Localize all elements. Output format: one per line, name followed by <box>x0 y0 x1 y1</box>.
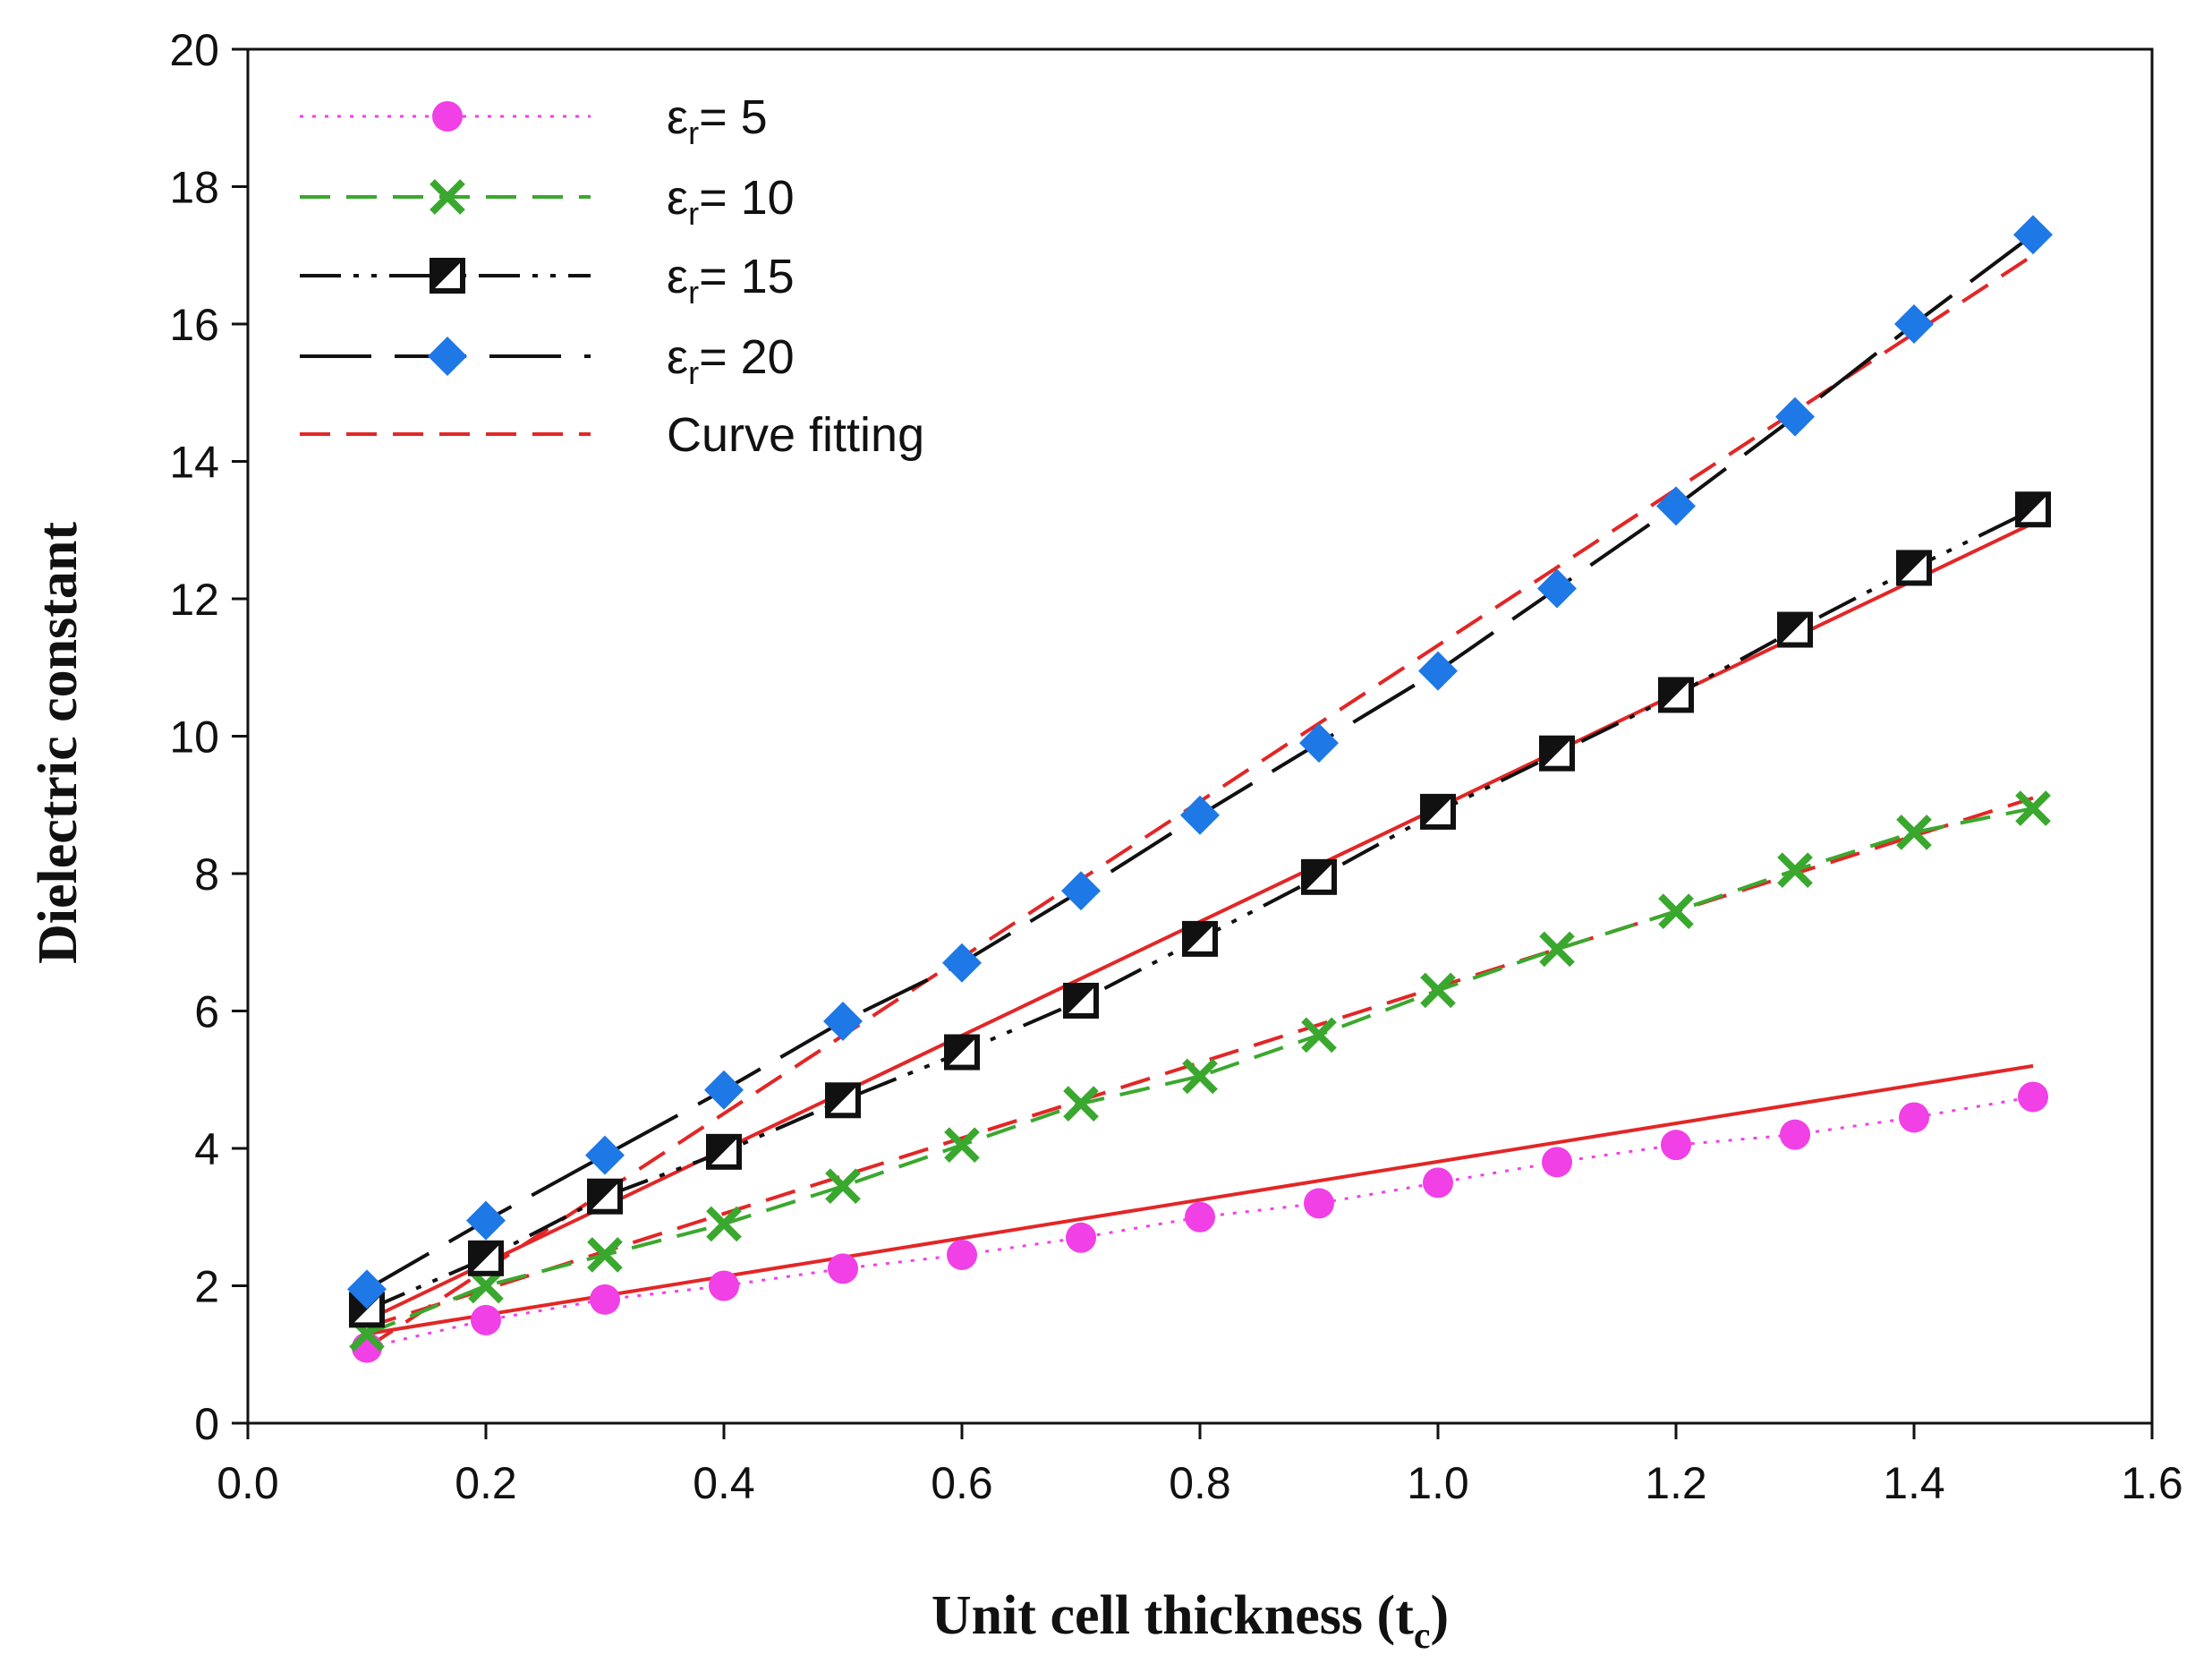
series-3-point <box>1658 677 1694 713</box>
series-4-point <box>1537 568 1577 609</box>
legend-marker-3 <box>430 258 465 294</box>
series-1-line <box>366 1095 2034 1350</box>
series-4-point <box>466 1200 506 1241</box>
y-tick-label: 8 <box>194 849 219 900</box>
y-tick-label: 6 <box>194 987 219 1037</box>
series-1-point <box>471 1304 501 1335</box>
series-2-point <box>1063 1086 1099 1122</box>
legend-label-4: εr= 20 <box>667 330 795 391</box>
y-tick-label: 14 <box>169 438 219 488</box>
series-1-point <box>1066 1222 1096 1253</box>
series-4-point <box>2013 215 2053 255</box>
legend-label-1: εr= 5 <box>667 90 768 151</box>
series-1-point <box>947 1239 977 1270</box>
series-1-point <box>828 1253 858 1284</box>
series-3-point <box>825 1082 861 1119</box>
legend: εr= 5 εr= 10 εr= 15 εr= 20 Curve fitting <box>300 90 924 462</box>
series-2-point <box>1301 1017 1337 1054</box>
series-2-point <box>825 1168 861 1205</box>
y-tick-label: 10 <box>169 712 219 763</box>
x-tick-label: 0.2 <box>455 1458 517 1508</box>
series-layer <box>347 215 2053 1363</box>
fit-er5-line <box>366 1063 2034 1336</box>
series-4-point <box>1180 795 1220 835</box>
series-2-point <box>944 1127 980 1163</box>
series-4-point <box>1061 871 1101 911</box>
y-tick-label: 12 <box>169 575 219 625</box>
legend-label-3: εr= 15 <box>667 250 795 311</box>
y-tick-label: 18 <box>169 163 219 213</box>
series-1-point <box>2018 1081 2048 1113</box>
series-3-point <box>587 1178 623 1215</box>
series-1-point <box>1899 1102 1929 1133</box>
series-1-point <box>1185 1201 1215 1233</box>
series-4-point <box>585 1135 625 1175</box>
x-tick-label: 0.4 <box>693 1458 755 1508</box>
y-tick-label: 4 <box>194 1124 219 1174</box>
x-tick-label: 0.6 <box>931 1458 993 1508</box>
series-4-point <box>823 1002 863 1042</box>
series-3-point <box>706 1133 742 1170</box>
series-1-point <box>590 1284 620 1315</box>
series-4-point <box>1894 304 1934 344</box>
series-1-point <box>1423 1167 1453 1199</box>
legend-marker-4 <box>428 337 467 376</box>
series-2-point <box>2015 790 2051 826</box>
y-tick-label: 2 <box>194 1262 219 1312</box>
series-2-point <box>1539 931 1575 968</box>
series-3-point <box>468 1240 504 1276</box>
series-4-point <box>347 1269 387 1309</box>
fit-er10-line <box>366 796 2034 1329</box>
series-2-point <box>1896 815 1932 850</box>
y-tick-label: 20 <box>169 25 219 75</box>
series-1-point <box>1304 1188 1334 1219</box>
series-3-point <box>1182 920 1218 957</box>
series-2-point <box>587 1237 623 1273</box>
series-3-point <box>1539 735 1575 772</box>
series-3-point <box>1301 858 1337 895</box>
series-3-point <box>1063 982 1099 1019</box>
x-tick-label: 0.8 <box>1169 1458 1231 1508</box>
x-tick-label: 1.6 <box>2121 1458 2183 1508</box>
legend-label-2: εr= 10 <box>667 171 795 232</box>
series-1-point <box>709 1270 739 1301</box>
series-1-point <box>1780 1119 1810 1150</box>
legend-marker-2 <box>430 179 465 215</box>
legend-marker-1 <box>432 101 463 132</box>
series-2-point <box>1420 972 1456 1009</box>
series-4-point <box>1775 397 1815 437</box>
series-2-point <box>1182 1058 1218 1095</box>
axis-labels: Unit cell thickness (tc) Dielectric cons… <box>28 522 1449 1657</box>
x-tick-label: 1.0 <box>1407 1458 1469 1508</box>
x-tick-label: 1.4 <box>1883 1458 1945 1508</box>
series-3-point <box>1420 793 1456 830</box>
series-1-point <box>1542 1147 1572 1178</box>
x-tick-label: 0.0 <box>217 1458 279 1508</box>
series-3-point <box>944 1034 980 1071</box>
series-1-point <box>1661 1130 1691 1161</box>
series-3-point <box>1777 611 1813 648</box>
series-4-point <box>704 1070 744 1110</box>
axes-layer: 0.0 0.2 0.4 0.6 0.8 1.0 1.2 1.4 1.6 0 2 4 6 8 10 12 14 16… <box>169 25 2182 1508</box>
x-axis-title: Unit cell thickness (tc) <box>932 1585 1449 1657</box>
series-4-point <box>942 943 982 983</box>
y-tick-label: 0 <box>194 1399 219 1449</box>
series-4-point <box>1299 723 1339 763</box>
y-tick-label: 16 <box>169 300 219 350</box>
series-3-point <box>1896 550 1932 586</box>
series-2-line <box>366 806 2034 1336</box>
x-tick-label: 1.2 <box>1645 1458 1707 1508</box>
legend-label-fit: Curve fitting <box>667 408 924 462</box>
series-4-point <box>1418 651 1458 691</box>
series-3-point <box>2015 491 2051 528</box>
series-2-point <box>1777 852 1813 888</box>
series-2-point <box>1658 893 1694 930</box>
y-axis-title: Dielectric constant <box>28 522 89 964</box>
series-2-point <box>706 1206 742 1242</box>
series-4-point <box>1656 486 1696 526</box>
